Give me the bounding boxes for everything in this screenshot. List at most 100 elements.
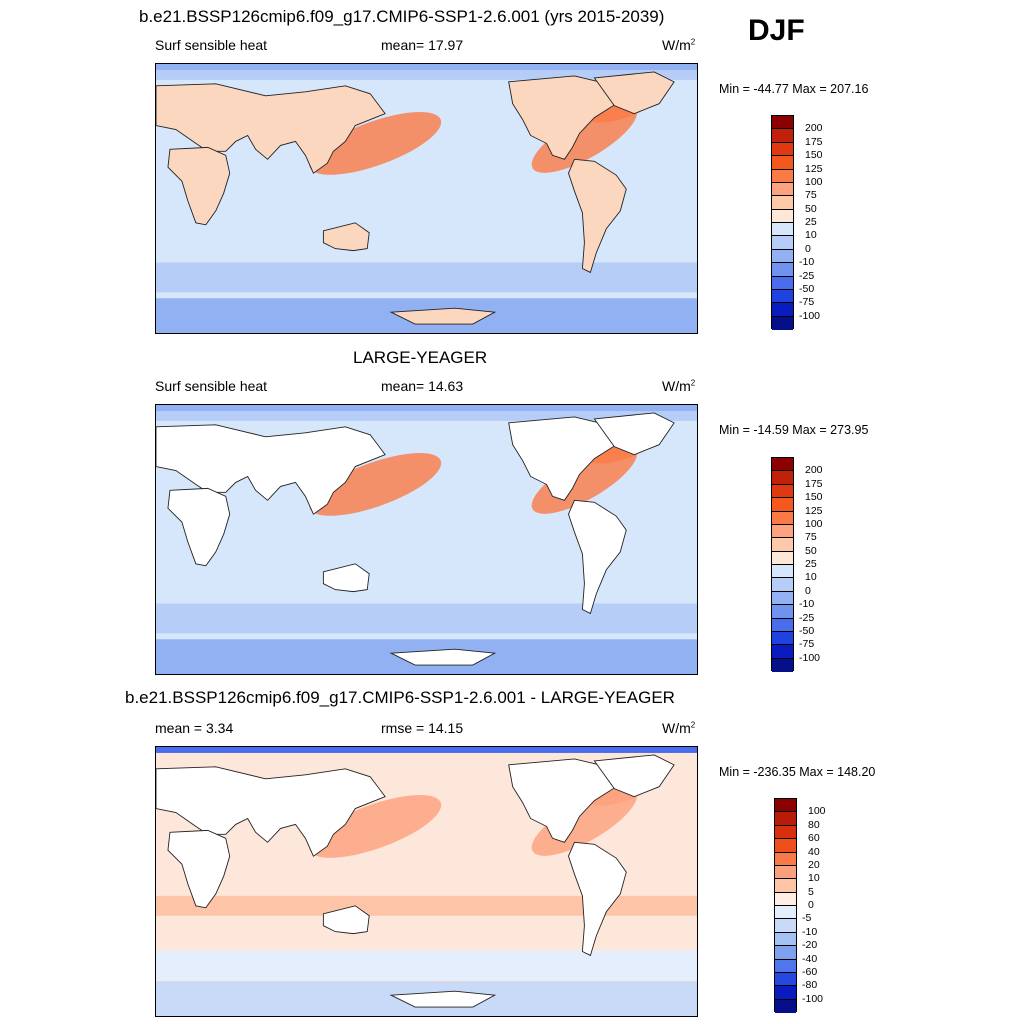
colorbar-box [775, 906, 796, 920]
colorbar-label: -5 [802, 912, 812, 925]
colorbar-box [772, 263, 793, 277]
panel-2-title: LARGE-YEAGER [353, 348, 488, 367]
colorbar-label: -25 [799, 611, 815, 624]
colorbar-box [772, 565, 793, 579]
colorbar-box [772, 605, 793, 619]
colorbar-box [772, 249, 793, 264]
colorbar-box [772, 223, 793, 237]
colorbar-label: 25 [805, 558, 817, 570]
panel-3-map [155, 746, 698, 1017]
colorbar-box [775, 959, 796, 973]
colorbar-box [772, 578, 793, 592]
colorbar-box [772, 196, 793, 210]
colorbar-box [772, 116, 793, 130]
colorbar-box [772, 169, 793, 183]
colorbar-label: 100 [805, 175, 823, 188]
colorbar-label: -20 [802, 939, 818, 952]
colorbar-box [772, 182, 793, 197]
colorbar-box [775, 799, 796, 813]
panel-1-units: W/m2 [662, 37, 696, 53]
season-label: DJF [748, 14, 805, 47]
colorbar-box [772, 484, 793, 499]
colorbar-label: 175 [805, 135, 823, 148]
colorbar-label: -100 [799, 651, 821, 664]
colorbar-box [772, 471, 793, 485]
panel-1-mean-label: mean= 17.97 [381, 37, 464, 53]
colorbar-box [775, 972, 796, 987]
colorbar-label: 150 [805, 491, 823, 504]
colorbar-box [775, 946, 796, 960]
colorbar-box [772, 142, 793, 157]
colorbar-label: 50 [805, 544, 817, 557]
colorbar-label: 125 [805, 504, 823, 517]
colorbar-label: 75 [805, 189, 817, 202]
colorbar-box [772, 458, 793, 472]
colorbar-box [772, 538, 793, 552]
colorbar-box [775, 892, 796, 906]
colorbar-box [772, 511, 793, 525]
colorbar-label: 200 [805, 464, 823, 477]
colorbar-box [772, 129, 793, 143]
colorbar-label: 5 [808, 885, 814, 898]
colorbar-label: -100 [802, 992, 824, 1005]
colorbar-label: -40 [802, 952, 818, 965]
colorbar-box [772, 289, 793, 304]
colorbar-box [772, 276, 793, 290]
colorbar-label: 100 [808, 805, 826, 818]
panel-3-units: W/m2 [662, 720, 696, 736]
map-plot [156, 64, 697, 333]
panel-2-variable-label: Surf sensible heat [155, 378, 268, 394]
panel-1-variable-label: Surf sensible heat [155, 37, 268, 53]
colorbar-box [772, 618, 793, 632]
colorbar-label: 0 [805, 242, 811, 255]
colorbar-box [775, 879, 796, 893]
colorbar-label: -10 [799, 256, 815, 269]
panel-2-units: W/m2 [662, 378, 696, 394]
colorbar-box [772, 631, 793, 646]
colorbar-label: 10 [805, 571, 817, 584]
colorbar-box [775, 825, 796, 840]
colorbar-box [772, 303, 793, 317]
panel-1-title: b.e21.BSSP126cmip6.f09_g17.CMIP6-SSP1-2.… [139, 7, 665, 26]
colorbar-label: 175 [805, 477, 823, 490]
colorbar-label: -75 [799, 638, 815, 651]
map-plot [156, 405, 697, 674]
colorbar-box [775, 999, 796, 1013]
colorbar-label: 150 [805, 149, 823, 162]
panel-1-colorbar [771, 115, 794, 330]
colorbar-box [772, 524, 793, 539]
colorbar-box [772, 658, 793, 672]
panel-2-map [155, 404, 698, 675]
colorbar-box [775, 986, 796, 1000]
panel-3-rmse-label: rmse = 14.15 [381, 720, 464, 736]
colorbar-label: -60 [802, 965, 818, 978]
colorbar-box [772, 591, 793, 606]
colorbar-label: 0 [805, 584, 811, 597]
colorbar-label: 50 [805, 202, 817, 215]
colorbar-box [775, 919, 796, 933]
colorbar-label: -80 [802, 979, 818, 992]
colorbar-box [772, 551, 793, 565]
colorbar-label: 80 [808, 818, 820, 831]
colorbar-label: 100 [805, 517, 823, 530]
colorbar-label: 10 [805, 229, 817, 242]
panel-2-mean-label: mean= 14.63 [381, 378, 464, 394]
colorbar-box [775, 932, 796, 947]
colorbar-label: -75 [799, 296, 815, 309]
colorbar-label: 60 [808, 832, 820, 845]
colorbar-box [772, 316, 793, 330]
colorbar-label: -50 [799, 624, 815, 637]
colorbar-label: -50 [799, 282, 815, 295]
colorbar-box [772, 209, 793, 223]
colorbar-label: -10 [799, 598, 815, 611]
panel-3-title: b.e21.BSSP126cmip6.f09_g17.CMIP6-SSP1-2.… [125, 688, 675, 707]
panel-3-colorbar [774, 798, 797, 1013]
colorbar-label: 20 [808, 858, 820, 871]
panel-1-map [155, 63, 698, 334]
colorbar-box [775, 865, 796, 880]
panel-3-mean-label: mean = 3.34 [155, 720, 234, 736]
colorbar-box [772, 498, 793, 512]
colorbar-label: 40 [808, 845, 820, 858]
colorbar-box [775, 839, 796, 853]
colorbar-label: -10 [802, 925, 818, 938]
